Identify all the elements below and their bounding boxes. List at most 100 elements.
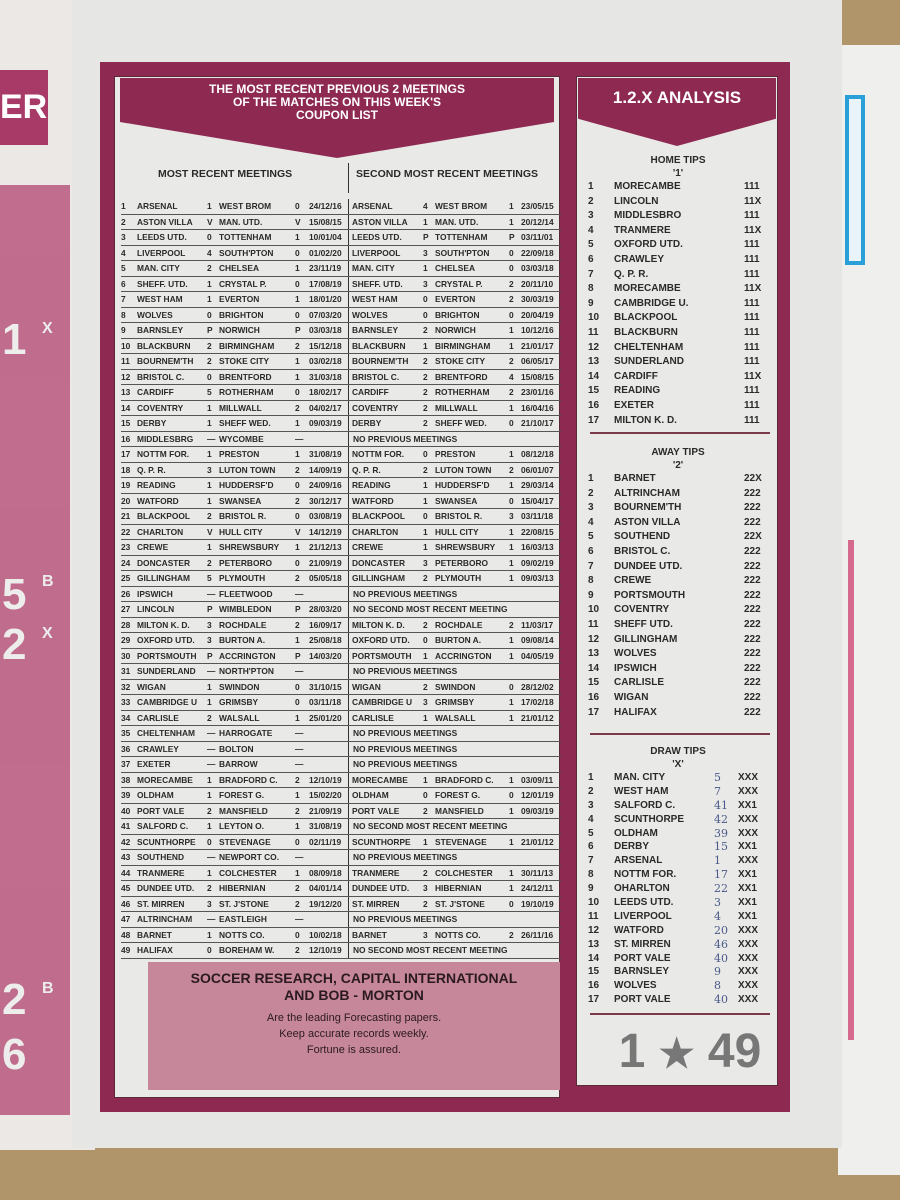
second-home-score: 2	[423, 325, 428, 335]
away-team: LEYTON O.	[219, 821, 264, 831]
away-team: BRIGHTON	[219, 309, 264, 320]
tip-number: 8	[588, 283, 594, 295]
tip-team: MILTON K. D.	[614, 414, 677, 426]
second-away-score: 1	[509, 201, 514, 211]
table-row: 45 DUNDEE UTD. 2 HIBERNIAN 2 04/01/14 DUNDEE U…	[121, 881, 561, 897]
second-away-team: BRADFORD C.	[435, 774, 494, 785]
table-row: 25 GILLINGHAM 5 PLYMOUTH 2 05/05/18 GILLINGHAM…	[121, 571, 561, 587]
match-date: 03/02/18	[309, 354, 349, 369]
table-row: 27 LINCOLN P WIMBLEDON P 28/03/20 NO SECOND MO…	[121, 602, 561, 618]
away-team: SHEFF WED.	[219, 418, 271, 428]
home-score: 3	[207, 898, 212, 909]
away-score: 2	[295, 774, 300, 785]
tip-row: 5 SOUTHEND 22X	[588, 530, 768, 545]
tip-number: 5	[588, 531, 594, 543]
tip-team: MIDDLESBRO	[614, 210, 682, 222]
second-home-team: BLACKBURN	[352, 340, 406, 351]
tip-number: 3	[588, 502, 594, 514]
tip-code: XXX	[738, 966, 759, 978]
second-away-score: 0	[509, 790, 514, 800]
tip-number: 1	[588, 181, 594, 192]
tip-row: 4 TRANMERE 11X	[588, 224, 768, 239]
second-home-score: 3	[423, 883, 428, 893]
tip-code: 222	[744, 662, 761, 674]
away-team: MAN. UTD.	[219, 216, 263, 227]
tip-row: 14 CARDIFF 11X	[588, 370, 768, 385]
row-number: 28	[121, 619, 131, 630]
row-number: 18	[121, 464, 131, 475]
divider	[590, 432, 770, 434]
second-home-score: 3	[423, 697, 428, 707]
spacer	[718, 706, 744, 721]
handwritten-number: 7	[714, 784, 721, 798]
tip-team: MAN. CITY	[614, 772, 666, 783]
home-score: 0	[207, 232, 212, 242]
advert-text: Are the leading Forecasting papers.	[266, 1012, 442, 1024]
table-row: 21 BLACKPOOL 2 BRISTOL R. 0 03/08/19 BLACKPOOL…	[121, 509, 561, 525]
second-match-date: 15/04/17	[521, 495, 554, 506]
second-away-team: TOTTENHAM	[435, 232, 488, 242]
home-team: SALFORD C.	[137, 821, 189, 831]
home-team: BLACKPOOL	[137, 511, 191, 521]
away-score: 1	[295, 542, 300, 552]
tip-number: 3	[588, 799, 594, 811]
tip-code: 111	[744, 239, 760, 251]
home-team: CARDIFF	[137, 387, 174, 397]
row-number: 8	[121, 309, 126, 320]
second-match-date: 08/12/18	[521, 449, 554, 459]
row-number: 36	[121, 743, 131, 754]
second-away-team: PRESTON	[435, 449, 476, 459]
tip-team: EXETER	[614, 399, 655, 411]
tip-code: XX1	[738, 883, 757, 895]
away-team: FLEETWOOD	[219, 588, 273, 599]
match-date: 31/10/15	[309, 679, 349, 694]
home-team: TRANMERE	[137, 867, 185, 878]
away-team: WIMBLEDON	[219, 604, 272, 614]
tip-number: 14	[588, 370, 600, 382]
second-away-score: 0	[509, 263, 514, 273]
home-team: LIVERPOOL	[137, 247, 186, 258]
second-away-score: 0	[509, 418, 514, 428]
tip-code: XX1	[738, 799, 757, 811]
row-number: 38	[121, 774, 131, 785]
no-meeting-note: NO SECOND MOST RECENT MEETING	[353, 604, 508, 614]
home-score: P	[207, 325, 213, 335]
away-score: —	[295, 914, 304, 924]
second-away-score: 1	[509, 216, 514, 227]
tip-code: 11X	[744, 224, 762, 236]
second-away-team: LUTON TOWN	[435, 464, 492, 475]
second-home-score: 3	[423, 557, 428, 568]
tip-team: PORT VALE	[614, 952, 671, 964]
home-score: P	[207, 650, 213, 661]
away-team: COLCHESTER	[219, 867, 277, 878]
title-line: COUPON LIST	[295, 108, 378, 122]
tip-number: 12	[588, 341, 600, 353]
tip-row: 2 LINCOLN 11X	[588, 195, 768, 210]
tip-team: OLDHAM	[614, 827, 658, 839]
tip-code: XXX	[738, 924, 759, 936]
section-symbol: 'X'	[672, 759, 684, 770]
home-team: OLDHAM	[137, 790, 174, 800]
tip-row: 12 CHELTENHAM 111	[588, 341, 768, 356]
tip-row: 6 BRISTOL C. 222	[588, 545, 768, 560]
second-home-team: BARNSLEY	[352, 325, 399, 335]
tip-number: 17	[588, 994, 600, 1006]
spacer	[718, 560, 744, 575]
home-team: SOUTHEND	[137, 852, 184, 862]
analysis-title: 1.2.X ANALYSIS	[612, 88, 742, 107]
home-score: —	[207, 666, 216, 676]
second-away-team: PETERBORO	[435, 557, 489, 568]
table-row: 13 CARDIFF 5 ROTHERHAM 0 18/02/17 CARDIFF 2 ROTH…	[121, 385, 561, 401]
second-away-team: ROCHDALE	[435, 619, 483, 630]
second-home-score: 0	[423, 790, 428, 800]
away-score: —	[295, 588, 304, 599]
spacer	[718, 326, 744, 341]
away-score: —	[295, 433, 304, 444]
second-home-score: 2	[423, 464, 428, 475]
tip-row: 14 PORT VALE 40 XXX	[588, 952, 768, 966]
tip-code: XXX	[738, 772, 759, 783]
tip-team: CARDIFF	[614, 370, 658, 382]
row-number: 40	[121, 805, 131, 816]
second-away-team: GRIMSBY	[435, 697, 475, 707]
table-row: 5 MAN. CITY 2 CHELSEA 1 23/11/19 MAN. CITY 1 CHE…	[121, 261, 561, 277]
